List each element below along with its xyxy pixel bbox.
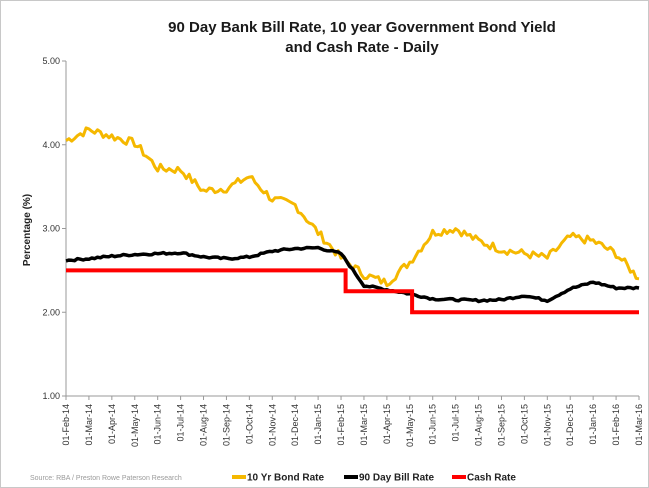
y-tick-label: 1.00: [42, 391, 60, 401]
x-tick-label: 01-Dec-14: [290, 404, 300, 446]
x-tick-label: 01-Nov-15: [542, 404, 552, 446]
x-tick-label: 01-Jun-14: [153, 404, 163, 445]
x-tick-label: 01-May-15: [405, 404, 415, 447]
y-tick-label: 5.00: [42, 56, 60, 66]
x-tick-label: 01-Feb-15: [336, 404, 346, 446]
x-tick-label: 01-Mar-15: [359, 404, 369, 446]
series-line-cash-rate: [66, 268, 639, 315]
x-tick-label: 01-Mar-14: [84, 404, 94, 446]
y-tick-label: 2.00: [42, 307, 60, 317]
x-tick-label: 01-May-14: [130, 404, 140, 447]
x-tick-label: 01-Sep-14: [221, 404, 231, 446]
x-tick-label: 01-Jan-16: [588, 404, 598, 445]
legend-item-cash-rate: Cash Rate: [467, 473, 516, 484]
x-tick-label: 01-Nov-14: [267, 404, 277, 446]
chart-title-line1: 90 Day Bank Bill Rate, 10 year Governmen…: [168, 19, 556, 36]
series-layer: [65, 126, 640, 315]
y-tick-label: 3.00: [42, 224, 60, 234]
series-line-10yr-bond: [65, 126, 640, 288]
y-axis: 1.00 2.00 3.00 4.00 5.00: [42, 56, 67, 401]
x-tick-label: 01-Aug-15: [474, 404, 484, 446]
x-tick-label: 01-Sep-15: [496, 404, 506, 446]
x-tick-label: 01-Jan-15: [313, 404, 323, 445]
y-tick-label: 4.00: [42, 140, 60, 150]
series-line-90day-bill: [65, 245, 640, 304]
x-tick-label: 01-Mar-16: [634, 404, 644, 446]
x-tick-label: 01-Feb-14: [61, 404, 71, 446]
legend: 10 Yr Bond Rate 90 Day Bill Rate Cash Rate: [232, 473, 516, 484]
chart-title-line2: and Cash Rate - Daily: [285, 39, 439, 56]
legend-item-10yr-bond: 10 Yr Bond Rate: [247, 473, 324, 484]
x-tick-label: 01-Oct-15: [519, 404, 529, 444]
x-tick-label: 01-Aug-14: [199, 404, 209, 446]
x-tick-label: 01-Feb-16: [611, 404, 621, 446]
legend-item-90day-bill: 90 Day Bill Rate: [359, 473, 434, 484]
x-axis: 01-Feb-14 01-Mar-14 01-Apr-14 01-May-14 01-J…: [61, 395, 644, 447]
source-note: Source: RBA / Preston Rowe Paterson Rese…: [30, 475, 182, 482]
x-tick-label: 01-Oct-14: [244, 404, 254, 444]
x-tick-label: 01-Dec-15: [565, 404, 575, 446]
x-tick-label: 01-Jul-14: [176, 404, 186, 442]
x-tick-label: 01-Apr-15: [382, 404, 392, 444]
y-axis-label: Percentage (%): [22, 194, 33, 266]
x-tick-label: 01-Apr-14: [107, 404, 117, 444]
x-tick-label: 01-Jun-15: [428, 404, 438, 445]
x-tick-label: 01-Jul-15: [451, 404, 461, 442]
